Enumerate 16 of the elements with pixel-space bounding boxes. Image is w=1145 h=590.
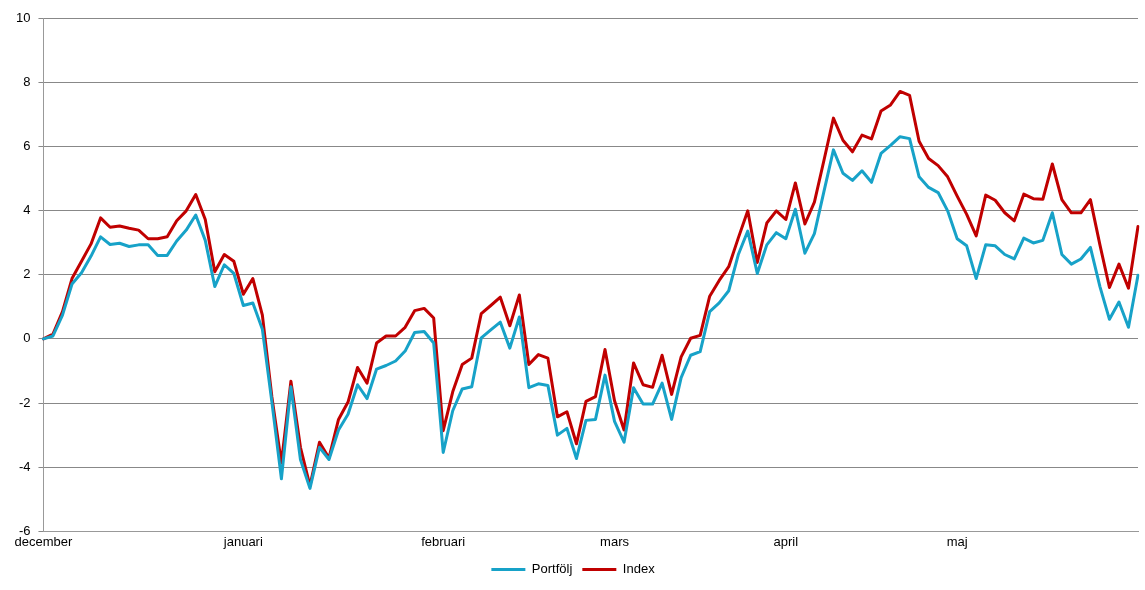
x-tick-label: april [773,533,799,549]
y-tick-label: -4 [18,458,31,474]
y-tick-label: 4 [23,202,31,218]
x-tick-label: maj [946,533,968,549]
y-tick-label: 2 [23,266,31,282]
y-tick-label: 6 [23,137,31,153]
legend-label: Index [622,561,656,577]
y-tick-label: 0 [23,330,31,346]
y-tick-label: -6 [18,522,31,538]
y-tick-label: 8 [23,73,31,89]
x-tick-label: mars [600,533,630,549]
x-tick-label: januari [222,533,263,549]
y-tick-label: -2 [18,394,31,410]
y-tick-label: 10 [15,9,31,25]
x-tick-label: februari [421,533,466,549]
legend-label: Portfölj [531,561,573,577]
